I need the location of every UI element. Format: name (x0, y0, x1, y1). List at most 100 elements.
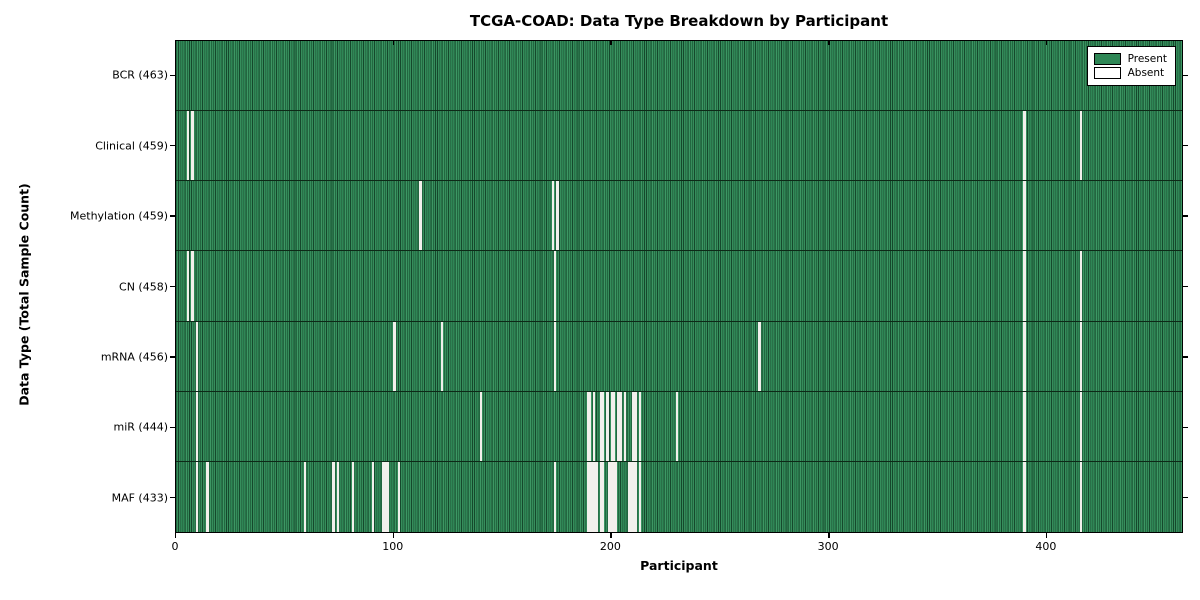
x-tick-mark-bottom (1045, 533, 1048, 538)
absent-stripe (397, 461, 400, 532)
y-tick-mark-left (170, 74, 175, 76)
absent-swatch-icon (1093, 67, 1121, 79)
y-tick-label-BCR: BCR (463) (112, 68, 168, 82)
plot-area: Present Absent (175, 40, 1183, 533)
absent-stripe (612, 461, 616, 532)
absent-stripe (601, 391, 605, 461)
absent-stripe (591, 461, 594, 532)
absent-stripe (551, 181, 555, 251)
absent-stripe (206, 461, 209, 532)
absent-stripe (554, 251, 557, 321)
absent-stripe (1079, 461, 1083, 532)
absent-stripe (1079, 321, 1083, 391)
row-band-MAF (176, 461, 1182, 532)
absent-stripe (601, 461, 605, 532)
y-tick-label-miR: miR (444) (113, 420, 169, 434)
x-tick-mark-bottom (392, 533, 395, 538)
absent-stripe (1023, 391, 1026, 461)
absent-stripe (610, 461, 613, 532)
x-tick-mark-bottom (610, 533, 612, 538)
x-tick-label: 300 (817, 540, 839, 553)
absent-stripe (195, 321, 198, 391)
legend: Present Absent (1086, 46, 1176, 86)
absent-stripe (1023, 461, 1026, 532)
absent-stripe (638, 391, 642, 461)
present-swatch-icon (1093, 53, 1121, 65)
row-band-mRNA (176, 321, 1182, 392)
absent-stripe (638, 461, 642, 532)
absent-stripe (382, 461, 385, 532)
chart-title: TCGA-COAD: Data Type Breakdown by Partic… (469, 12, 889, 30)
legend-item-present: Present (1093, 53, 1167, 65)
absent-stripe (186, 251, 190, 321)
absent-stripe (304, 461, 307, 532)
absent-stripe (480, 391, 483, 461)
absent-stripe (186, 111, 190, 181)
absent-stripe (608, 461, 611, 532)
absent-stripe (675, 391, 679, 461)
absent-stripe (599, 461, 602, 532)
x-tick-mark-bottom (828, 533, 830, 538)
absent-stripe (588, 461, 592, 532)
x-axis-label: Participant (640, 558, 718, 573)
absent-stripe (612, 391, 616, 461)
row-band-Methylation (176, 181, 1182, 252)
y-tick-mark-right (1183, 426, 1188, 429)
absent-stripe (351, 461, 355, 532)
absent-stripe (606, 391, 609, 461)
y-tick-mark-left (170, 497, 175, 499)
x-tick-label: 200 (599, 540, 621, 553)
absent-stripe (588, 391, 592, 461)
y-tick-label-mRNA: mRNA (456) (100, 350, 168, 364)
absent-stripe (632, 391, 635, 461)
x-tick-mark-top (828, 41, 830, 45)
plot-rows (176, 41, 1182, 532)
absent-stripe (371, 461, 374, 532)
x-tick-mark-top (392, 41, 395, 45)
y-tick-mark-left (170, 426, 175, 429)
absent-stripe (623, 391, 626, 461)
absent-stripe (617, 391, 620, 461)
absent-stripe (554, 461, 557, 532)
y-tick-label-Clinical: Clinical (459) (95, 139, 168, 153)
x-tick-label: 0 (171, 540, 179, 553)
absent-stripe (1023, 321, 1026, 391)
legend-present-label: Present (1127, 53, 1167, 65)
y-tick-mark-right (1183, 215, 1188, 217)
row-band-Clinical (176, 111, 1182, 182)
x-tick-mark-top (175, 41, 177, 45)
absent-stripe (1079, 391, 1083, 461)
absent-stripe (593, 391, 596, 461)
absent-stripe (195, 461, 198, 532)
absent-stripe (632, 461, 635, 532)
absent-stripe (441, 321, 444, 391)
absent-stripe (195, 391, 198, 461)
absent-stripe (1079, 251, 1083, 321)
absent-stripe (1079, 111, 1083, 181)
x-tick-label: 100 (382, 540, 404, 553)
absent-stripe (599, 391, 602, 461)
absent-stripe (191, 251, 194, 321)
absent-stripe (586, 391, 589, 461)
y-tick-mark-right (1183, 74, 1188, 76)
y-tick-label-CN: CN (458) (119, 280, 168, 293)
absent-stripe (191, 111, 194, 181)
absent-stripe (627, 461, 631, 532)
absent-stripe (619, 391, 622, 461)
y-tick-mark-left (170, 356, 175, 358)
absent-stripe (386, 461, 390, 532)
y-tick-mark-left (170, 215, 175, 217)
absent-stripe (384, 461, 387, 532)
legend-item-absent: Absent (1093, 67, 1167, 79)
x-tick-mark-top (1045, 41, 1048, 45)
absent-stripe (614, 461, 618, 532)
y-tick-mark-left (170, 285, 175, 288)
absent-stripe (593, 461, 596, 532)
y-tick-mark-right (1183, 285, 1188, 288)
row-band-CN (176, 251, 1182, 322)
x-tick-label: 400 (1035, 540, 1057, 553)
row-band-miR (176, 391, 1182, 462)
absent-stripe (336, 461, 340, 532)
absent-stripe (1023, 181, 1026, 251)
